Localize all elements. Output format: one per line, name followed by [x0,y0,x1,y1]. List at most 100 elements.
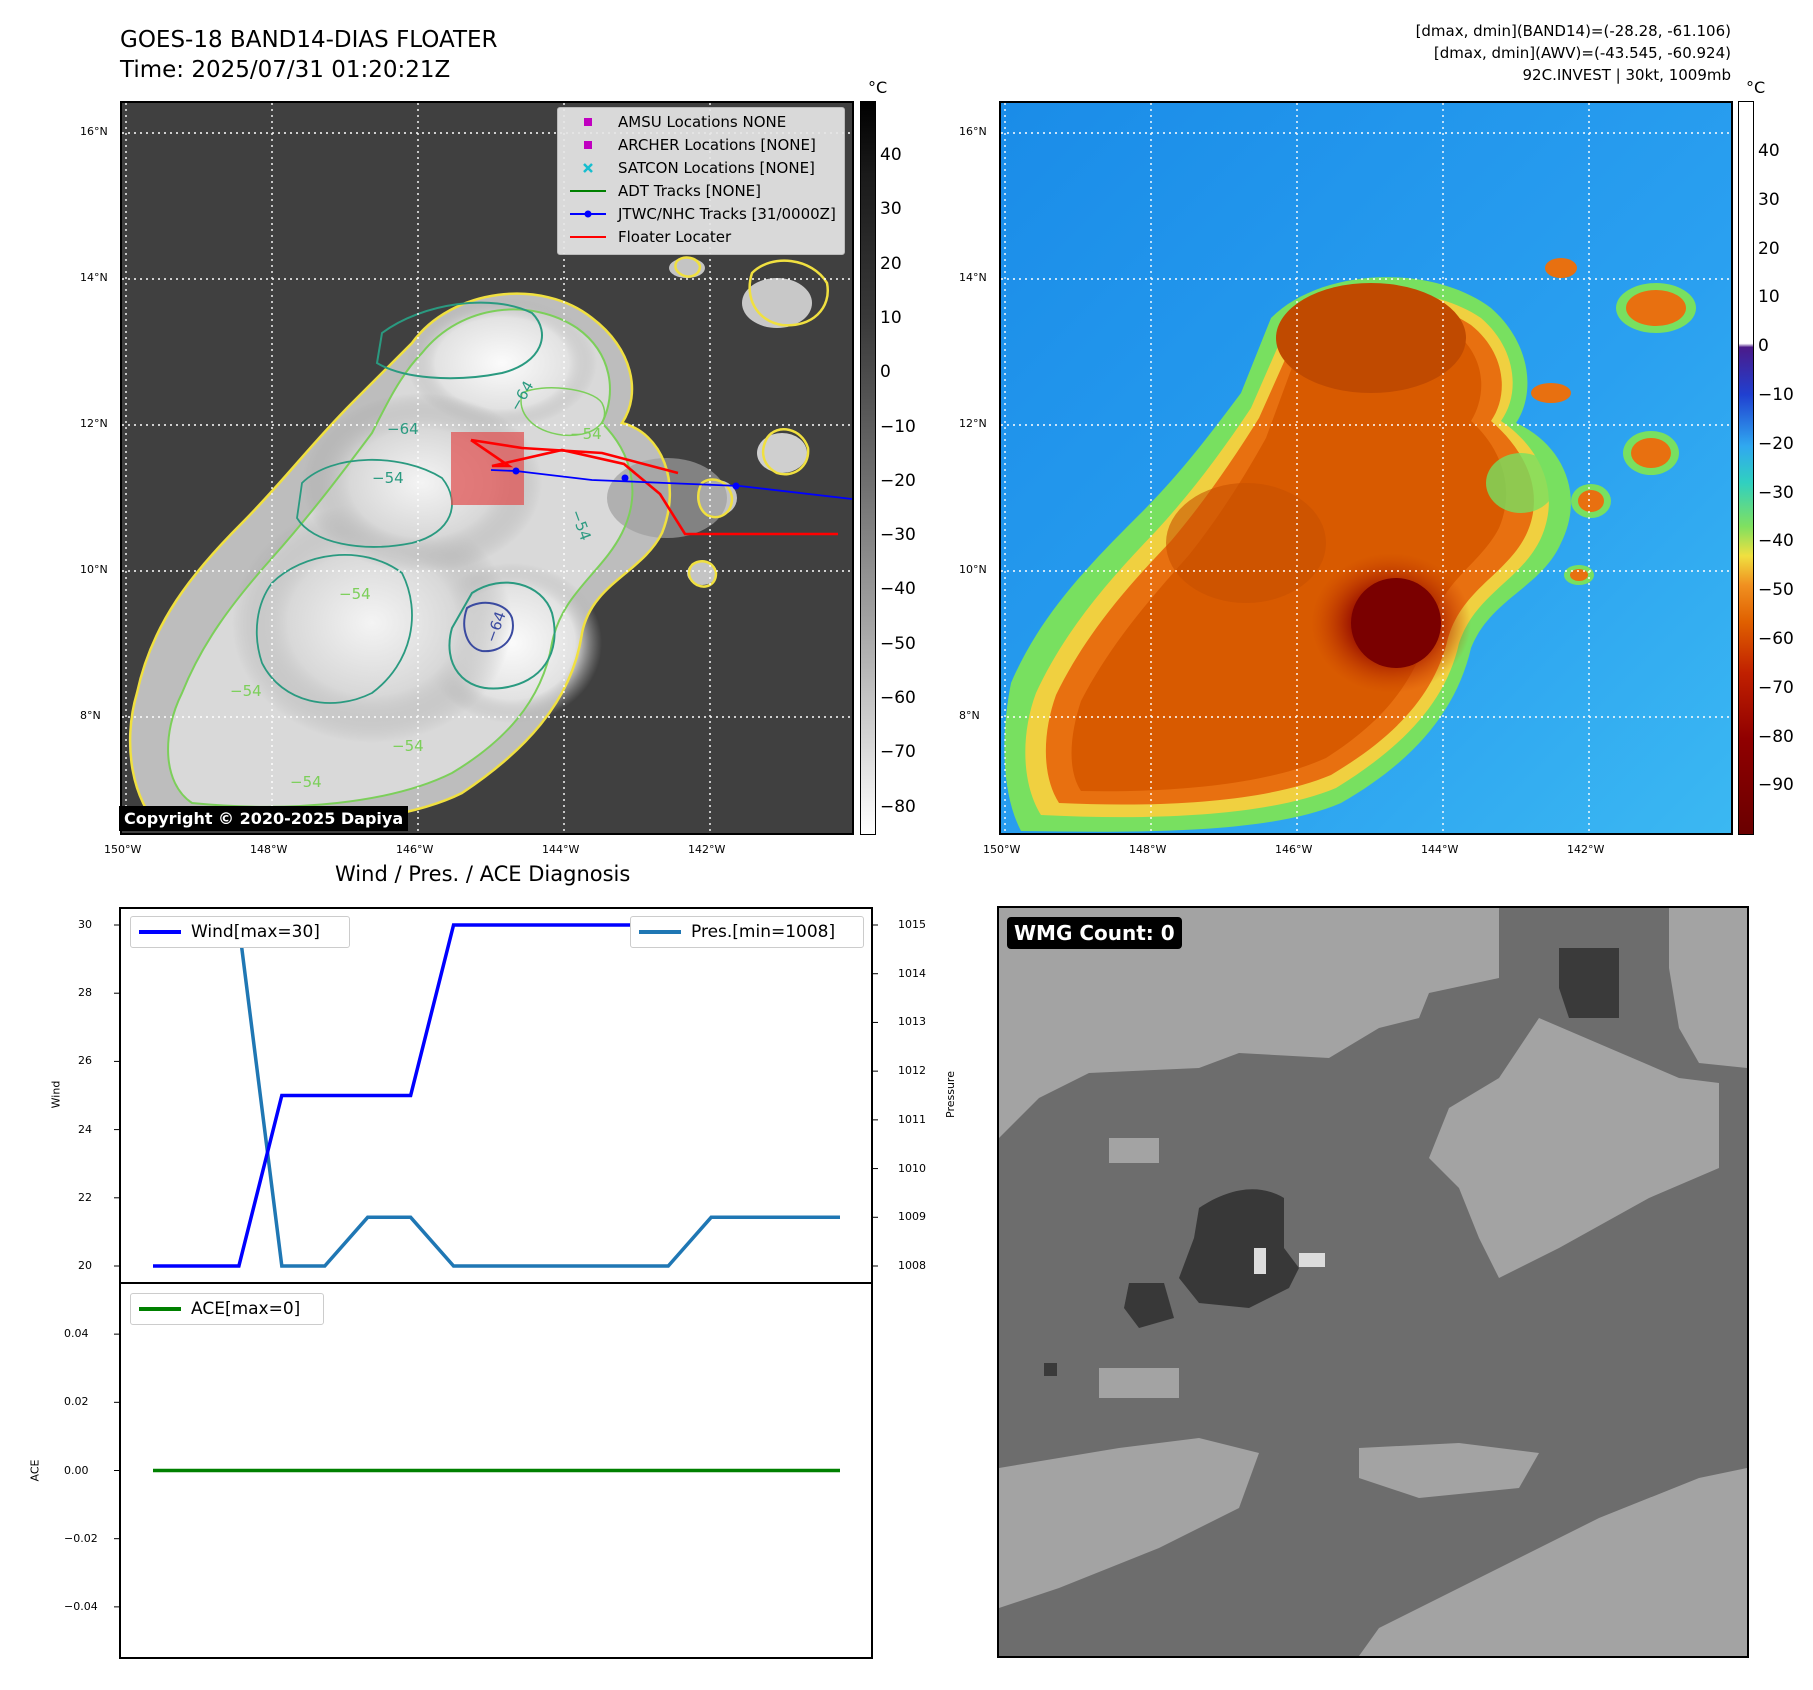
lat-tick-label: 10°N [959,563,987,576]
awv-colorbar-tick-label: −90 [1758,775,1794,796]
wind-tick-label: 22 [78,1190,92,1204]
legend-wind: Wind[max=30] [130,916,350,948]
line-marker-icon [570,190,606,192]
wind-axis-label: Wind [49,1080,63,1109]
awv-colorbar [1738,101,1754,835]
pressure-tick-label: 1014 [898,966,926,980]
wmg-count-badge: WMG Count: 0 [1007,917,1182,949]
wmg-panel [997,906,1749,1658]
ace-tick-label: −0.04 [64,1599,98,1613]
awv-colorbar-unit: °C [1746,78,1766,97]
pres-swatch [639,930,681,934]
contour-label: −54 [372,469,404,487]
lat-tick-label: 8°N [80,709,101,722]
stats-storm: 92C.INVEST | 30kt, 1009mb [1522,66,1731,84]
ace-axis-label: ACE [28,1459,42,1482]
ir-colorbar-tick-label: −60 [880,688,916,708]
lon-tick-label: 146°W [396,843,434,856]
pressure-axis-label: Pressure [943,1071,957,1118]
lon-tick-label: 150°W [983,843,1021,856]
ir-map-image [122,103,852,833]
ir-colorbar-unit: °C [868,78,888,97]
ace-swatch [139,1307,181,1311]
pressure-tick-label: 1011 [898,1112,926,1126]
contour-label: −64 [387,420,419,438]
ir-colorbar-tick-label: −80 [880,796,916,817]
lon-tick-label: 146°W [1275,843,1313,856]
lat-tick-label: 8°N [959,709,980,722]
contour-label: −54 [392,737,424,755]
line-dot-marker-icon [570,210,606,218]
wind-tick-label: 28 [78,986,92,1000]
wind-tick-label: 20 [78,1259,92,1272]
ir-colorbar-tick-label: −50 [880,633,916,654]
stats-band14: [dmax, dmin](BAND14)=(-28.28, -61.106) [1415,22,1731,40]
pressure-tick-label: 1010 [898,1161,926,1175]
lon-tick-label: 150°W [104,843,142,856]
awv-colorbar-tick-label: −60 [1758,629,1794,649]
wind-tick-label: 30 [78,918,92,931]
wmg-image [999,908,1747,1656]
awv-map-image [1001,103,1731,833]
wind-tick-label: 26 [78,1054,92,1068]
awv-colorbar-tick-label: 0 [1758,336,1769,357]
awv-colorbar-tick-label: 10 [1758,287,1780,308]
figure-title: GOES-18 BAND14-DIAS FLOATER [120,27,498,53]
ir-colorbar-tick-label: 30 [880,199,902,220]
lat-tick-label: 16°N [80,125,108,138]
awv-colorbar-tick-label: −70 [1758,677,1794,698]
wind-swatch [139,930,181,934]
ir-colorbar-tick-label: −40 [880,579,916,600]
wind-tick-label: 24 [78,1122,92,1136]
lat-tick-label: 12°N [959,417,987,430]
stats-awv: [dmax, dmin](AWV)=(-43.545, -60.924) [1433,44,1731,62]
awv-map-panel [999,101,1733,835]
awv-colorbar-tick-label: 20 [1758,238,1780,259]
awv-colorbar-tick-label: −40 [1758,531,1794,552]
contour-label: −54 [339,585,371,603]
line-marker-icon [570,236,606,238]
lon-tick-label: 142°W [1567,843,1605,856]
ir-map-panel [120,101,854,835]
ir-colorbar-tick-label: −30 [880,525,916,546]
legend-ace: ACE[max=0] [130,1293,324,1325]
lon-tick-label: 142°W [688,843,726,856]
square-marker-icon [584,118,592,126]
ir-colorbar-tick-label: −20 [880,470,916,491]
wind-pres-frame [119,907,873,1284]
lon-tick-label: 144°W [542,843,580,856]
ir-colorbar-tick-label: −70 [880,742,916,763]
square-marker-icon [584,141,592,149]
ace-frame [119,1282,873,1659]
contour-label: −54 [570,425,602,443]
pressure-tick-label: 1013 [898,1015,926,1029]
legend-pres: Pres.[min=1008] [630,916,864,948]
copyright-label: Copyright © 2020-2025 Dapiya [119,806,409,831]
contour-label: −54 [290,773,322,791]
awv-colorbar-tick-label: −30 [1758,482,1794,503]
figure-time: Time: 2025/07/31 01:20:21Z [120,57,451,83]
x-marker-icon [583,163,593,173]
awv-colorbar-tick-label: 40 [1758,141,1780,161]
awv-colorbar-tick-label: −10 [1758,385,1794,405]
lat-tick-label: 12°N [80,417,108,430]
ir-colorbar-tick-label: 0 [880,362,891,383]
ir-colorbar-tick-label: 10 [880,307,902,328]
floater-box [451,432,524,505]
contour-label: −54 [230,682,262,700]
pressure-tick-label: 1009 [898,1210,926,1224]
diagnosis-title: Wind / Pres. / ACE Diagnosis [335,862,631,886]
lon-tick-label: 148°W [1129,843,1167,856]
lat-tick-label: 16°N [959,125,987,138]
ir-colorbar-tick-label: 40 [880,145,902,165]
ir-colorbar [860,101,876,835]
ir-colorbar-tick-label: −10 [880,416,916,437]
pressure-tick-label: 1008 [898,1259,926,1272]
lat-tick-label: 14°N [80,271,108,284]
ace-tick-label: −0.02 [64,1531,98,1545]
ace-tick-label: 0.02 [64,1395,89,1409]
lon-tick-label: 144°W [1421,843,1459,856]
ir-legend: AMSU Locations NONE ARCHER Locations [NO… [557,107,845,255]
awv-colorbar-tick-label: 30 [1758,189,1780,210]
awv-colorbar-tick-label: −20 [1758,433,1794,454]
